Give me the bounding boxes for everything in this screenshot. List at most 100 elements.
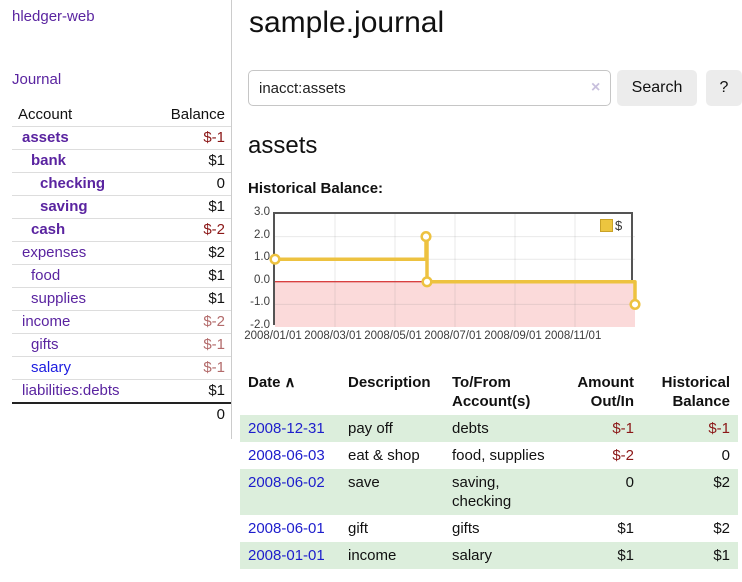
account-row: cash $-2: [12, 218, 231, 242]
account-link-assets[interactable]: assets: [22, 129, 69, 146]
account-row: salary $-1: [12, 356, 231, 380]
negative-region: [275, 281, 635, 327]
register-header-amount: Amount Out/In: [577, 374, 634, 410]
chart-title: Historical Balance:: [248, 180, 384, 197]
transaction-accounts: food, supplies: [452, 447, 545, 464]
accounts-header-account: Account: [12, 104, 153, 127]
transaction-balance: $-1: [642, 415, 738, 442]
account-row: expenses $2: [12, 241, 231, 265]
accounts-header-balance: Balance: [152, 104, 231, 127]
register-header-date[interactable]: Date ∧: [248, 374, 296, 391]
y-tick-label: 0.0: [254, 274, 270, 286]
account-heading: assets: [248, 132, 318, 159]
register-row: 2008-12-31 pay off debts $-1 $-1: [240, 415, 738, 442]
transaction-accounts: gifts: [452, 520, 480, 537]
sort-ascending-icon: ∧: [284, 374, 296, 391]
transaction-amount: $1: [617, 520, 634, 537]
account-link-cash[interactable]: cash: [31, 221, 66, 238]
y-tick-label: 3.0: [254, 206, 270, 218]
transaction-amount: $-1: [562, 415, 642, 442]
account-row: income $-2: [12, 310, 231, 334]
transaction-date-link[interactable]: 2008-01-01: [248, 547, 325, 564]
accounts-table: Account Balance assets $-1 bank $1 check…: [12, 104, 231, 426]
transaction-balance: $2: [713, 520, 730, 537]
transaction-date-link[interactable]: 2008-06-01: [248, 520, 325, 537]
search-input[interactable]: [248, 70, 611, 106]
sidebar-item-journal[interactable]: Journal: [12, 71, 62, 88]
account-balance: $1: [152, 149, 231, 173]
register-row: 2008-01-01 income salary $1 $1: [240, 542, 738, 569]
app-brand[interactable]: hledger-web: [12, 8, 95, 25]
register-row: 2008-06-03 eat & shop food, supplies $-2…: [240, 442, 738, 469]
sidebar: hledger-web Journal Account Balance asse…: [0, 0, 232, 439]
transaction-date-link[interactable]: 2008-12-31: [248, 420, 325, 437]
y-tick-label: -2.0: [250, 319, 270, 331]
account-link-supplies[interactable]: supplies: [31, 290, 87, 307]
accounts-total-row: 0: [12, 402, 231, 426]
legend-swatch-icon: [600, 219, 613, 232]
account-balance: $-1: [152, 333, 231, 357]
account-link-bank[interactable]: bank: [31, 152, 67, 169]
y-tick-label: 2.0: [254, 229, 270, 241]
account-balance: $-2: [152, 310, 231, 334]
transaction-description: pay off: [340, 415, 444, 442]
transaction-date-link[interactable]: 2008-06-02: [248, 474, 325, 491]
register-header-accounts: To/From Account(s): [452, 374, 531, 410]
account-row: checking 0: [12, 172, 231, 196]
account-balance: $1: [208, 382, 225, 399]
account-link-expenses[interactable]: expenses: [22, 244, 87, 261]
account-balance: $1: [152, 195, 231, 219]
legend-label: $: [615, 218, 623, 233]
account-link-checking[interactable]: checking: [40, 175, 106, 192]
account-balance: $-1: [152, 356, 231, 380]
chart-legend: $: [599, 217, 624, 234]
account-row: saving $1: [12, 195, 231, 219]
chart-plot-area: [269, 212, 641, 327]
transaction-description: income: [340, 542, 444, 569]
account-link-liabilities-debts[interactable]: liabilities:debts: [22, 382, 120, 399]
register-header-balance: Historical Balance: [661, 374, 730, 410]
account-link-salary[interactable]: salary: [31, 359, 72, 376]
data-point-markers: [269, 231, 641, 310]
account-balance: $1: [152, 287, 231, 311]
account-row: supplies $1: [12, 287, 231, 311]
transaction-amount: $1: [562, 542, 642, 569]
account-link-saving[interactable]: saving: [40, 198, 88, 215]
help-button[interactable]: ?: [706, 70, 742, 106]
account-balance: 0: [152, 172, 231, 196]
account-link-gifts[interactable]: gifts: [31, 336, 59, 353]
x-tick-label: 2008/09/01: [484, 330, 542, 342]
clear-search-icon[interactable]: ×: [591, 79, 601, 96]
transaction-description: save: [340, 469, 444, 515]
transaction-balance: $2: [642, 469, 738, 515]
accounts-total-value: 0: [152, 402, 231, 426]
register-table: Date ∧ Description To/From Account(s) Amo…: [240, 369, 738, 569]
account-balance: $-2: [152, 218, 231, 242]
account-balance: $2: [152, 241, 231, 265]
account-row: food $1: [12, 264, 231, 288]
account-row: gifts $-1: [12, 333, 231, 357]
transaction-accounts: saving, checking: [444, 469, 562, 515]
account-link-food[interactable]: food: [31, 267, 61, 284]
x-tick-label: 2008/05/01: [364, 330, 422, 342]
account-row: liabilities:debts $1: [12, 380, 231, 404]
account-link-income[interactable]: income: [22, 313, 71, 330]
transaction-balance: $1: [642, 542, 738, 569]
search-form: × Search ?: [248, 70, 742, 106]
transaction-accounts: salary: [444, 542, 562, 569]
transaction-amount: 0: [562, 469, 642, 515]
main-content: sample.journal × Search ? assets Histori…: [240, 0, 742, 569]
search-button[interactable]: Search: [617, 70, 697, 106]
x-tick-label: 2008/07/01: [424, 330, 482, 342]
accounts-header-row: Account Balance: [12, 104, 231, 127]
x-tick-label: 2008/03/01: [304, 330, 362, 342]
transaction-date-link[interactable]: 2008-06-03: [248, 447, 325, 464]
account-balance: $1: [152, 264, 231, 288]
transaction-description: eat & shop: [348, 447, 420, 464]
account-balance: $-1: [152, 126, 231, 150]
y-tick-label: 1.0: [254, 251, 270, 263]
register-header-description: Description: [348, 374, 431, 391]
transaction-amount: $-2: [612, 447, 634, 464]
account-row: assets $-1: [12, 126, 231, 150]
y-tick-label: -1.0: [250, 296, 270, 308]
